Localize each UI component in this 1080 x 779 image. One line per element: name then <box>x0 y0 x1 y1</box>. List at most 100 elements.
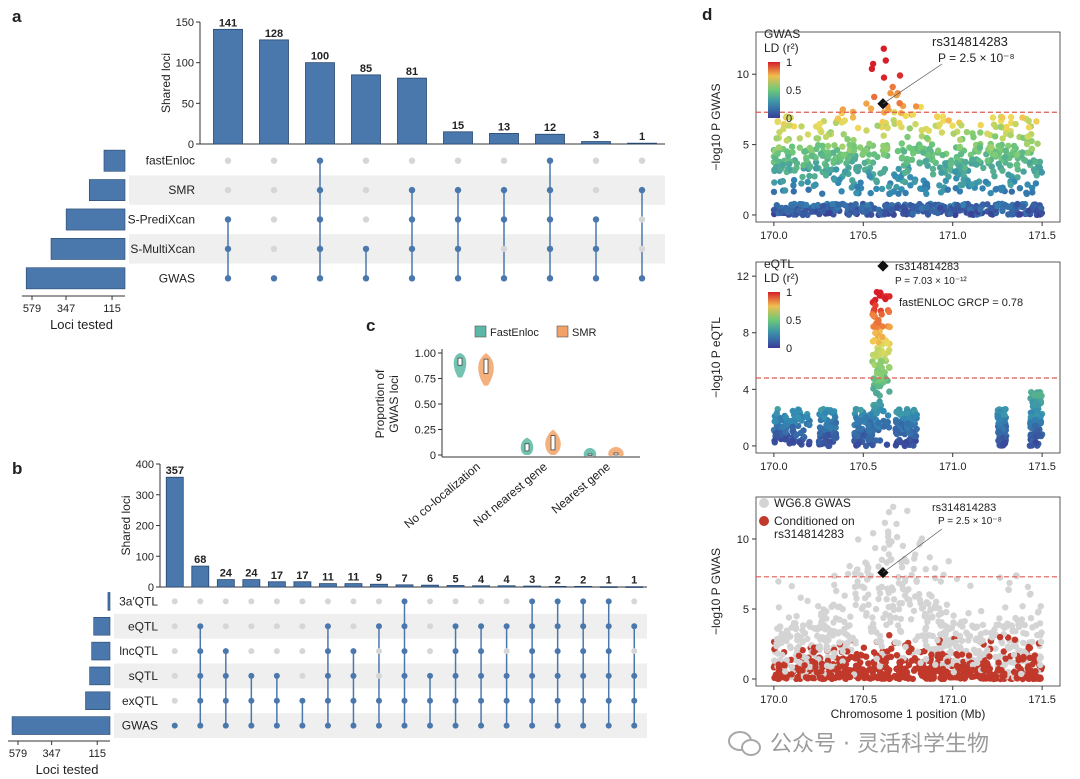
data-point-d2 <box>872 302 879 309</box>
membership-dot-b <box>222 722 229 729</box>
legend-swatch-d3 <box>759 516 769 526</box>
data-point-d3 <box>884 648 891 655</box>
data-point-d1 <box>938 129 946 136</box>
data-point-d3 <box>968 672 975 680</box>
colorbar-tick-label-d1: 0.5 <box>786 85 801 97</box>
data-point-d3 <box>998 639 1006 647</box>
set-axis-tick-label-a: 115 <box>103 303 121 315</box>
panel-label-a: a <box>12 7 22 26</box>
data-point-d3 <box>883 596 890 603</box>
data-point-d3 <box>1032 668 1039 675</box>
membership-dot-b <box>580 722 587 729</box>
data-point-d2 <box>1037 418 1045 425</box>
y-axis-title-d2: −log10 P eQTL <box>709 317 723 398</box>
y-tick-label-d3: 10 <box>737 534 749 546</box>
legend-label-d3: rs314814283 <box>774 527 844 541</box>
data-point-d1 <box>1005 142 1012 149</box>
x-tick-label-d2: 170.5 <box>850 461 878 473</box>
data-point-d1 <box>779 161 787 168</box>
set-size-bar-a <box>65 208 126 231</box>
data-point-d1 <box>880 74 888 81</box>
data-point-d2 <box>854 441 862 448</box>
data-point-d3 <box>810 649 817 656</box>
set-axis-tick-label-a: 579 <box>23 303 41 315</box>
data-point-d1 <box>923 204 930 211</box>
membership-dot-b <box>529 623 536 630</box>
data-point-d1 <box>804 178 811 186</box>
membership-dot-b <box>324 672 331 679</box>
data-point-d1 <box>864 202 871 209</box>
data-point-d1 <box>845 211 853 218</box>
bar-label-a: 3 <box>593 130 599 142</box>
data-point-d2 <box>870 375 877 382</box>
membership-dot-b <box>580 697 587 704</box>
data-point-d1 <box>1036 158 1044 165</box>
data-point-d1 <box>910 204 917 211</box>
x-tick-label-d2: 170.0 <box>760 461 788 473</box>
data-point-d3 <box>869 669 876 676</box>
membership-dot-b <box>605 623 612 630</box>
y-tick-label-d1: 0 <box>743 210 749 222</box>
wechat-icon <box>728 729 762 756</box>
data-point-d1 <box>916 160 923 167</box>
data-point-d1 <box>912 103 920 110</box>
data-point-d1 <box>825 152 832 160</box>
data-point-d3 <box>898 658 905 665</box>
data-point-d1 <box>813 145 820 153</box>
membership-dot-a <box>270 275 278 282</box>
data-point-d1 <box>1006 162 1014 169</box>
membership-dot-a <box>454 157 462 164</box>
data-point-d3 <box>852 601 859 609</box>
membership-dot-a <box>224 275 232 282</box>
data-point-d2 <box>773 410 780 417</box>
data-point-d3 <box>932 574 939 582</box>
data-point-d1 <box>867 189 874 197</box>
data-point-d3 <box>799 622 807 629</box>
colorbar-tick-label-d1: 1 <box>786 57 792 69</box>
data-point-d2 <box>886 323 893 331</box>
membership-dot-b <box>375 697 382 704</box>
data-point-d3 <box>793 613 800 620</box>
data-point-d2 <box>1031 391 1038 399</box>
membership-dot-a <box>592 186 600 194</box>
data-point-d1 <box>909 210 916 217</box>
points-d1 <box>770 45 1046 219</box>
panel-label-d: d <box>702 5 712 24</box>
data-point-d1 <box>918 127 925 134</box>
data-point-d3 <box>944 658 951 665</box>
data-point-d1 <box>1024 181 1031 188</box>
data-point-d3 <box>797 594 804 601</box>
data-point-d3 <box>787 644 794 652</box>
membership-dot-a <box>546 216 554 223</box>
membership-dot-b <box>324 697 331 704</box>
boxplot-smr <box>613 452 619 456</box>
membership-dot-a <box>362 186 370 194</box>
data-point-d3 <box>996 574 1004 581</box>
data-point-d1 <box>869 60 877 68</box>
data-point-d3 <box>1031 652 1039 659</box>
data-point-d1 <box>939 113 947 120</box>
data-point-d3 <box>854 582 861 589</box>
data-point-d3 <box>938 675 946 683</box>
membership-dot-b <box>427 648 434 655</box>
bar-a <box>213 28 243 145</box>
data-point-d1 <box>874 122 881 129</box>
data-point-d3 <box>812 664 819 671</box>
legend-swatch-c <box>474 325 487 338</box>
data-point-d3 <box>842 675 849 682</box>
membership-dot-b <box>350 648 357 655</box>
panel-label-b: b <box>12 459 22 478</box>
data-point-d1 <box>961 164 968 171</box>
data-point-d1 <box>1038 205 1045 212</box>
data-point-d2 <box>815 438 823 445</box>
data-point-d2 <box>886 388 893 395</box>
data-point-d3 <box>926 632 933 639</box>
membership-dot-a <box>454 275 462 282</box>
x-tick-label-d1: 171.5 <box>1028 230 1056 242</box>
data-point-d2 <box>892 425 899 432</box>
data-point-d2 <box>865 422 872 429</box>
data-point-d3 <box>804 597 811 605</box>
data-point-d3 <box>927 606 934 613</box>
bar-a <box>305 62 335 145</box>
data-point-d3 <box>996 615 1003 622</box>
